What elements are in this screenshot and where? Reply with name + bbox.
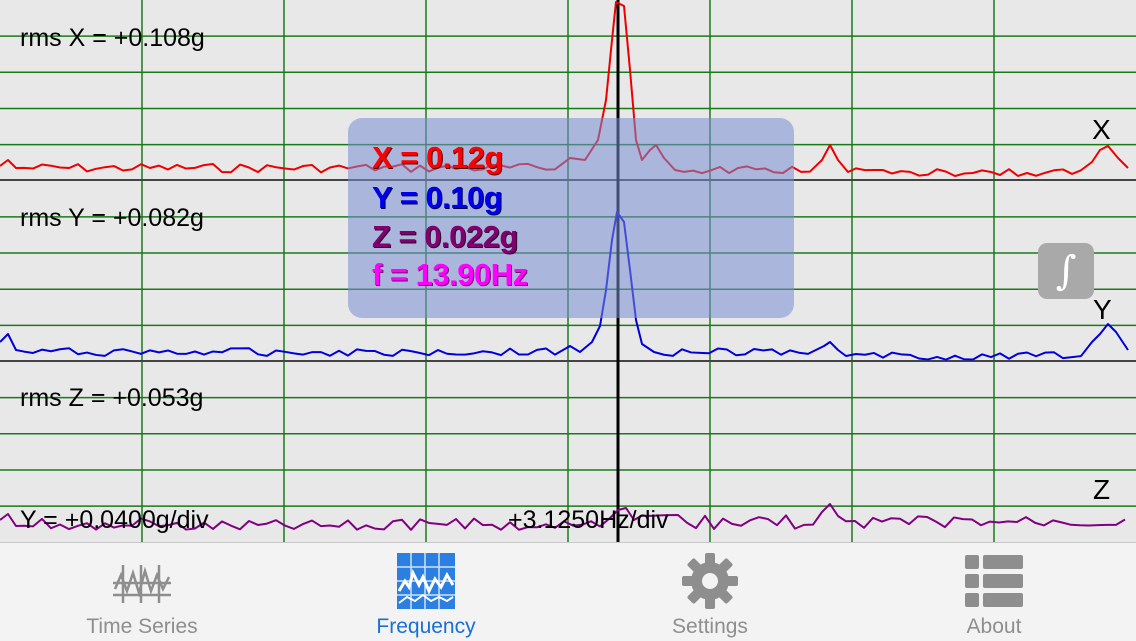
frequency-icon [397,553,455,609]
gear-icon [682,553,738,609]
tab-about[interactable]: About [852,543,1136,641]
rms-x-label: rms X = +0.108g [20,24,205,52]
integrate-button[interactable]: ∫ [1038,243,1094,299]
readout-y: Y = 0.10g [372,180,503,215]
trace-x-label: X [1092,114,1111,145]
y-spectrum-trace [0,211,1129,361]
readout-z: Z = 0.022g [372,219,518,254]
tab-about-label: About [966,615,1022,638]
time-series-icon [113,565,171,603]
tab-frequency-label: Frequency [376,615,476,638]
tab-time-series-label: Time Series [86,615,198,638]
tab-time-series[interactable]: Time Series [0,543,284,641]
readout-x: X = 0.12g [372,140,503,175]
rms-y-label: rms Y = +0.082g [20,204,204,232]
trace-y-label: Y [1093,294,1112,325]
spectrum-plot[interactable]: rms X = +0.108g rms Y = +0.082g rms Z = … [0,0,1136,542]
z-spectrum-trace [0,503,1126,531]
trace-z-label: Z [1093,474,1111,505]
integral-icon: ∫ [1055,248,1077,294]
y-scale-label: Y = +0.0400g/div [20,506,209,534]
tab-settings-label: Settings [672,615,748,638]
tab-bar: Time Series Frequency [0,542,1136,641]
rms-z-label: rms Z = +0.053g [20,384,204,412]
tab-settings[interactable]: Settings [568,543,852,641]
list-icon [965,555,1023,607]
cursor-readout-panel: X = 0.12g Y = 0.10g Z = 0.022g f = 13.90… [348,118,794,318]
tab-frequency[interactable]: Frequency [284,543,568,641]
x-scale-label: +3.1250Hz/div [508,506,669,534]
readout-f: f = 13.90Hz [372,257,528,292]
